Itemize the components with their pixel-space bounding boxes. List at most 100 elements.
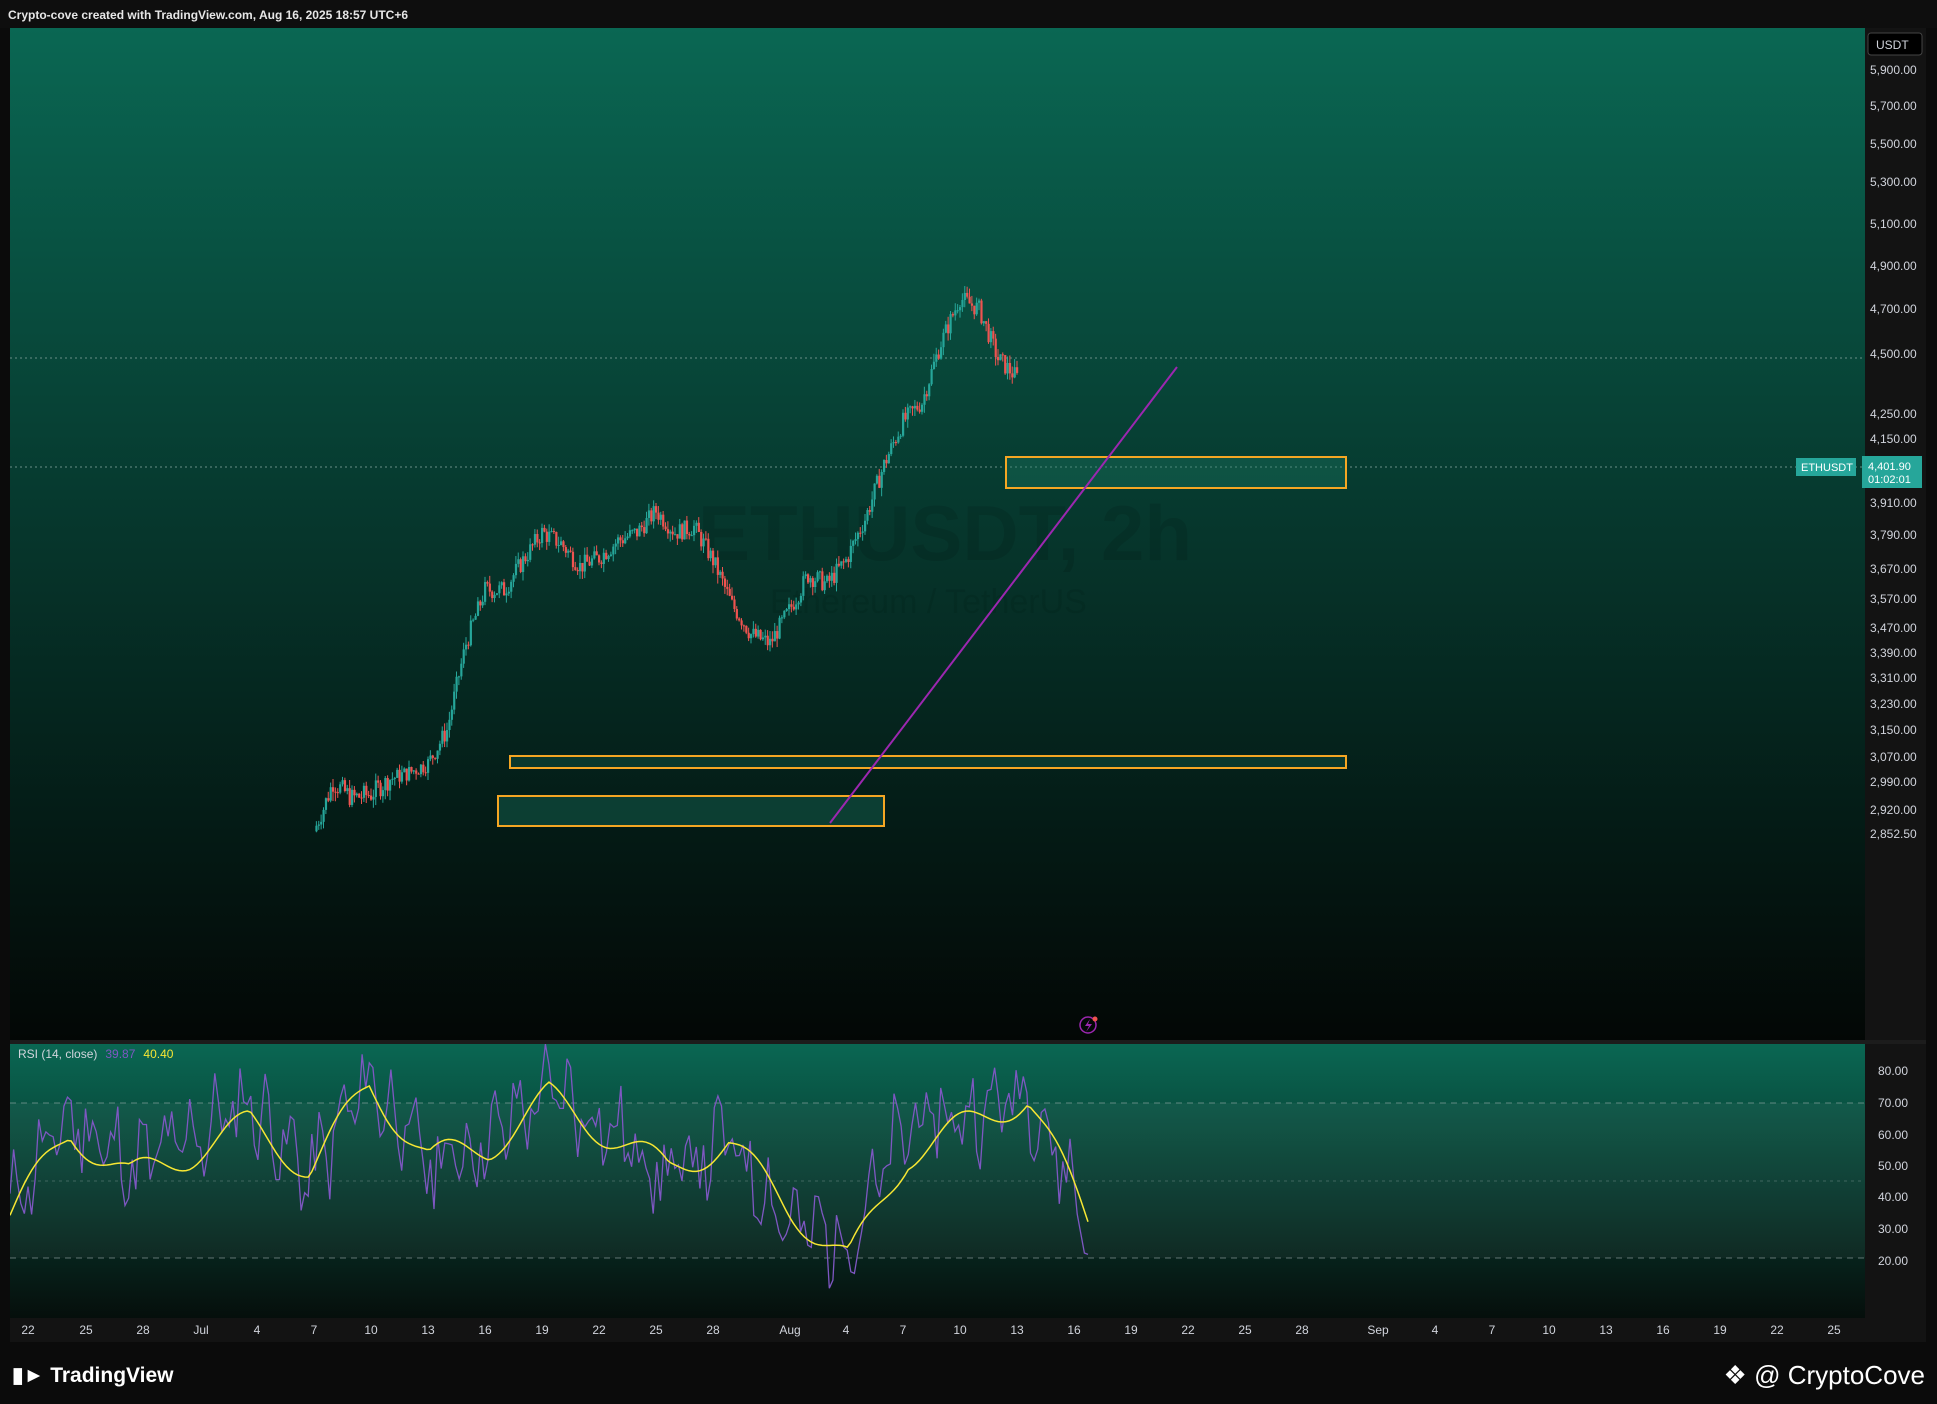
candle <box>785 607 788 612</box>
candle <box>664 522 667 532</box>
candle <box>315 821 318 833</box>
candle <box>500 581 503 589</box>
rsi-line <box>10 1043 1089 1289</box>
chart-canvas[interactable]: ETHUSDT, 2h Ethereum / TetherUS USDT 5,9… <box>10 28 1926 1342</box>
candle <box>441 726 444 748</box>
candle <box>498 581 501 599</box>
candle <box>593 546 596 560</box>
candle <box>809 575 812 588</box>
time-tick-label: 16 <box>478 1323 492 1337</box>
candle <box>759 629 762 641</box>
candle <box>419 763 423 778</box>
candle <box>339 781 342 795</box>
rsi-axis[interactable]: 80.00 70.00 60.00 50.00 40.00 30.00 20.00 <box>1878 1064 1908 1268</box>
candle <box>396 767 399 779</box>
candle <box>531 543 534 551</box>
candle <box>959 304 962 318</box>
candle <box>533 529 537 548</box>
rsi-tick-label: 80.00 <box>1878 1064 1908 1078</box>
candle <box>752 621 755 638</box>
tradingview-logo[interactable]: ▮► TradingView <box>12 1363 174 1388</box>
candle <box>861 525 864 541</box>
candle <box>400 765 404 784</box>
price-tick-label: 4,900.00 <box>1870 259 1917 273</box>
candle <box>495 593 499 596</box>
candle <box>1011 366 1014 384</box>
candle <box>723 575 727 594</box>
candle <box>317 820 320 830</box>
rsi-legend[interactable]: RSI (14, close) 39.87 40.40 <box>18 1047 174 1061</box>
candle <box>883 459 886 475</box>
candle <box>975 297 978 316</box>
lightning-icon[interactable] <box>1079 1016 1098 1034</box>
candle <box>524 553 527 564</box>
time-tick-label: 25 <box>1238 1323 1252 1337</box>
candle <box>885 454 888 468</box>
rsi-title: RSI (14, close) <box>18 1047 97 1061</box>
candle <box>697 517 700 533</box>
candle <box>742 624 746 632</box>
candle <box>702 533 705 553</box>
candle <box>645 511 648 534</box>
diamond-icon: ❖ <box>1723 1360 1755 1390</box>
time-tick-label: 7 <box>1489 1323 1496 1337</box>
candle <box>866 507 869 525</box>
candle <box>940 341 943 360</box>
footer <box>0 1342 1937 1404</box>
time-axis[interactable]: 22 25 28 Jul 4 7 10 13 16 19 22 25 28 Aug 4 7 10 13 16 19 22… <box>21 1323 1841 1337</box>
pane-divider[interactable] <box>10 1040 1926 1044</box>
candle <box>856 531 860 547</box>
rsi-tick-label: 20.00 <box>1878 1254 1908 1268</box>
candle <box>868 505 871 516</box>
support-zone-upper[interactable] <box>1005 456 1347 489</box>
candle <box>797 600 800 610</box>
candle <box>944 320 947 334</box>
price-tick-label: 3,230.00 <box>1870 697 1917 711</box>
candle <box>579 554 582 579</box>
time-tick-label: Jul <box>193 1323 208 1337</box>
candle <box>512 573 515 588</box>
currency-badge[interactable]: USDT <box>1867 32 1923 56</box>
time-tick-label: 25 <box>649 1323 663 1337</box>
price-tick-label: 5,700.00 <box>1870 99 1917 113</box>
candle <box>393 776 396 786</box>
trend-line[interactable] <box>829 366 1178 824</box>
candle <box>576 567 579 576</box>
candle <box>365 781 368 804</box>
candle <box>560 536 563 546</box>
candle <box>529 538 532 563</box>
candle <box>992 326 995 346</box>
candle <box>381 786 385 803</box>
candle <box>951 312 955 318</box>
candle <box>659 511 662 525</box>
candle <box>628 524 632 539</box>
candle <box>550 527 553 533</box>
time-tick-label: 19 <box>535 1323 549 1337</box>
candle <box>873 483 876 507</box>
candle <box>465 637 468 656</box>
support-zone-lower[interactable] <box>497 795 885 827</box>
candle <box>878 468 881 489</box>
last-price-value: 4,401.90 <box>1868 461 1911 473</box>
candle <box>438 740 442 756</box>
candle <box>374 773 377 806</box>
candles-layer <box>315 286 1019 833</box>
candle <box>925 390 928 401</box>
price-tick-label: 5,500.00 <box>1870 137 1917 151</box>
candle <box>930 364 933 386</box>
candle <box>961 293 964 312</box>
price-tick-label: 3,310.00 <box>1870 671 1917 685</box>
time-tick-label: 13 <box>421 1323 435 1337</box>
candle <box>894 439 898 446</box>
candle <box>676 534 679 545</box>
price-axis[interactable]: 5,900.00 5,700.00 5,500.00 5,300.00 5,100.00… <box>1870 63 1917 841</box>
candle <box>343 777 347 793</box>
candle <box>1001 352 1004 362</box>
candle <box>595 545 598 556</box>
candle <box>773 622 776 642</box>
support-zone-middle[interactable] <box>509 755 1347 769</box>
candle <box>633 528 636 534</box>
candle <box>355 792 358 798</box>
candle <box>740 618 743 630</box>
